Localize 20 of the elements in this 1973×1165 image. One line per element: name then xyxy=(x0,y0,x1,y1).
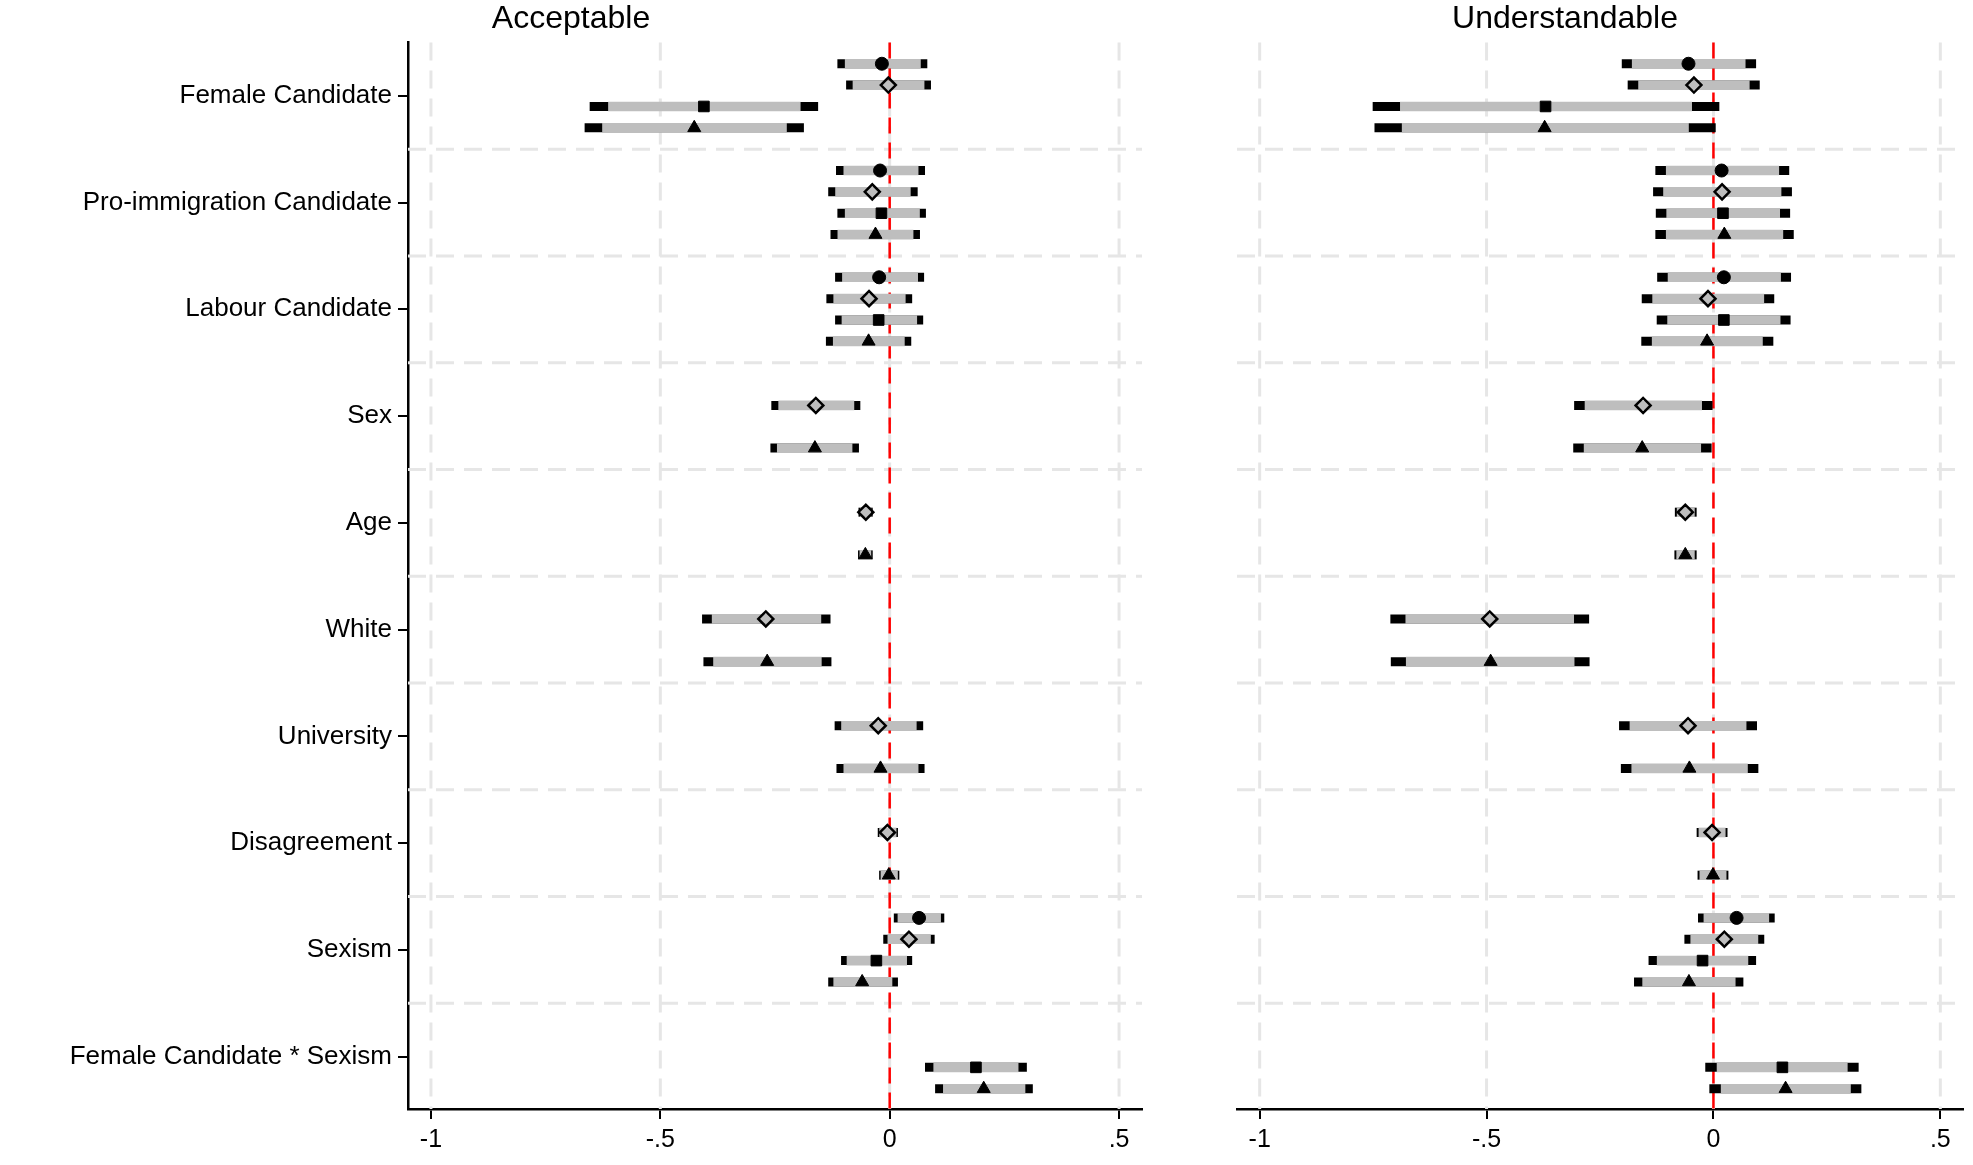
y-tick-label: Pro-immigration Candidate xyxy=(82,185,392,216)
x-tick-label: -.5 xyxy=(645,1123,675,1152)
x-tick-label: 0 xyxy=(882,1123,897,1152)
y-tick-label: Sex xyxy=(347,399,392,430)
y-tick-label: Female Candidate * Sexism xyxy=(69,1039,392,1070)
x-tick-label: -1 xyxy=(1248,1123,1271,1152)
y-tick-label: Age xyxy=(345,506,392,537)
x-tick-label: .5 xyxy=(1929,1123,1951,1152)
chart-title: Understandable xyxy=(1452,0,1678,36)
y-tick-label: University xyxy=(277,719,392,750)
x-tick-label: 0 xyxy=(1706,1123,1721,1152)
y-tick-label: Sexism xyxy=(306,933,392,964)
y-tick-label: White xyxy=(325,612,392,643)
x-tick-label: -.5 xyxy=(1471,1123,1502,1152)
y-tick-label: Female Candidate xyxy=(179,78,392,109)
chart-title: Acceptable xyxy=(491,0,651,36)
y-tick-label: Labour Candidate xyxy=(185,292,392,323)
y-tick-label: Disagreement xyxy=(230,826,393,857)
x-tick-label: .5 xyxy=(1108,1123,1130,1152)
x-tick-label: -1 xyxy=(419,1123,443,1152)
